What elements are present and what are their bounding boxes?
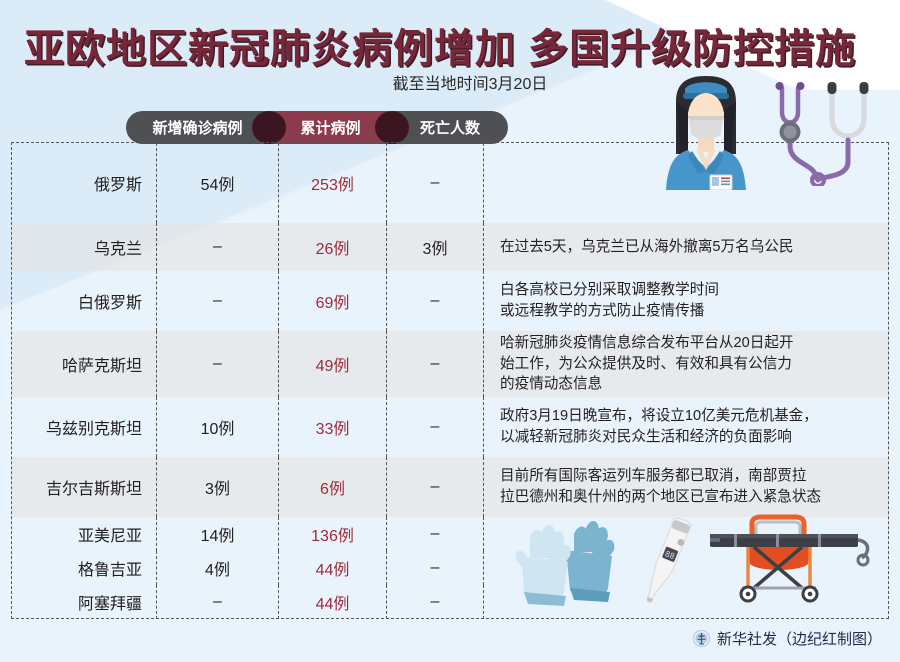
cell-deaths: – <box>386 457 483 517</box>
cell-deaths: – <box>386 143 483 223</box>
cell-note: 目前所有国际客运列车服务都已取消，南部贾拉 拉巴德州和奥什州的两个地区已宣布进入… <box>483 457 888 517</box>
column-header-deaths: 死亡人数 <box>392 111 508 144</box>
cell-total-cases: 136例 <box>278 517 386 551</box>
cell-note: 政府3月19日晚宣布，将设立10亿美元危机基金， 以减轻新冠肺炎对民众生活和经济… <box>483 397 888 457</box>
table-row: 乌克兰 – 26例 3例 在过去5天，乌克兰已从海外撤离5万名乌公民 <box>12 223 888 271</box>
cell-total-cases: 49例 <box>278 331 386 397</box>
cell-deaths: – <box>386 551 483 585</box>
cell-note: 白各高校已分别采取调整教学时间 或远程教学的方式防止疫情传播 <box>483 271 888 331</box>
cell-new-cases: – <box>156 331 278 397</box>
cell-total-cases: 26例 <box>278 223 386 271</box>
cell-total-cases: 69例 <box>278 271 386 331</box>
table-row: 吉尔吉斯斯坦 3例 6例 – 目前所有国际客运列车服务都已取消，南部贾拉 拉巴德… <box>12 457 888 517</box>
cell-total-cases: 44例 <box>278 551 386 585</box>
cell-new-cases: 3例 <box>156 457 278 517</box>
page-title: 亚欧地区新冠肺炎病例增加 多国升级防控措施 <box>24 27 857 71</box>
cell-note <box>483 143 888 223</box>
cell-note: 哈新冠肺炎疫情信息综合发布平台从20日起开 始工作，为公众提供及时、有效和具有公… <box>483 331 888 397</box>
column-header-pill: 新增确诊病例 累计病例 死亡人数 <box>126 111 508 144</box>
table-row: 俄罗斯 54例 253例 – <box>12 143 888 223</box>
cell-deaths: – <box>386 585 483 619</box>
covid-cases-table: 俄罗斯 54例 253例 – 乌克兰 – 26例 3例 在过去5天，乌克兰已从海… <box>11 142 889 619</box>
cell-note <box>483 551 888 585</box>
footer-credit: 新华社发（边纪红制图） <box>692 628 882 649</box>
cell-deaths: – <box>386 517 483 551</box>
cell-country: 阿塞拜疆 <box>77 596 142 613</box>
column-header-total-cases: 累计病例 <box>269 111 392 144</box>
cell-country: 吉尔吉斯斯坦 <box>45 481 142 498</box>
pill-divider-knob-2 <box>375 111 409 144</box>
cell-country: 亚美尼亚 <box>77 528 142 545</box>
cell-deaths: – <box>386 331 483 397</box>
cell-new-cases: – <box>156 271 278 331</box>
cell-country: 白俄罗斯 <box>77 295 142 312</box>
cell-country: 乌克兰 <box>93 241 142 258</box>
column-header-total-cases-label: 累计病例 <box>300 120 361 137</box>
cell-country: 哈萨克斯坦 <box>61 358 142 375</box>
cell-new-cases: 10例 <box>156 397 278 457</box>
cell-new-cases: – <box>156 585 278 619</box>
cell-note: 在过去5天，乌克兰已从海外撤离5万名乌公民 <box>483 223 888 271</box>
cell-total-cases: 33例 <box>278 397 386 457</box>
cell-total-cases: 6例 <box>278 457 386 517</box>
pill-divider-knob-1 <box>252 111 286 144</box>
xinhua-logo-icon <box>692 629 711 648</box>
cell-note <box>483 517 888 551</box>
page-subtitle: 截至当地时间3月20日 <box>392 76 548 93</box>
cell-total-cases: 253例 <box>278 143 386 223</box>
table-row: 阿塞拜疆 – 44例 – <box>12 585 888 619</box>
table-row: 亚美尼亚 14例 136例 – <box>12 517 888 551</box>
cell-total-cases: 44例 <box>278 585 386 619</box>
table-row: 哈萨克斯坦 – 49例 – 哈新冠肺炎疫情信息综合发布平台从20日起开 始工作，… <box>12 331 888 397</box>
column-header-new-cases: 新增确诊病例 <box>126 111 269 144</box>
table-row: 格鲁吉亚 4例 44例 – <box>12 551 888 585</box>
cell-country: 乌兹别克斯坦 <box>45 421 142 438</box>
cell-country: 格鲁吉亚 <box>77 562 142 579</box>
cell-new-cases: 4例 <box>156 551 278 585</box>
cell-deaths: 3例 <box>386 223 483 271</box>
table-row: 乌兹别克斯坦 10例 33例 – 政府3月19日晚宣布，将设立10亿美元危机基金… <box>12 397 888 457</box>
cell-deaths: – <box>386 271 483 331</box>
cell-country: 俄罗斯 <box>93 177 142 194</box>
cell-new-cases: 14例 <box>156 517 278 551</box>
column-header-new-cases-label: 新增确诊病例 <box>152 120 243 137</box>
table-row: 白俄罗斯 – 69例 – 白各高校已分别采取调整教学时间 或远程教学的方式防止疫… <box>12 271 888 331</box>
cell-new-cases: 54例 <box>156 143 278 223</box>
footer-credit-text: 新华社发（边纪红制图） <box>716 631 882 648</box>
cell-note <box>483 585 888 619</box>
cell-new-cases: – <box>156 223 278 271</box>
cell-deaths: – <box>386 397 483 457</box>
column-header-deaths-label: 死亡人数 <box>419 120 480 137</box>
